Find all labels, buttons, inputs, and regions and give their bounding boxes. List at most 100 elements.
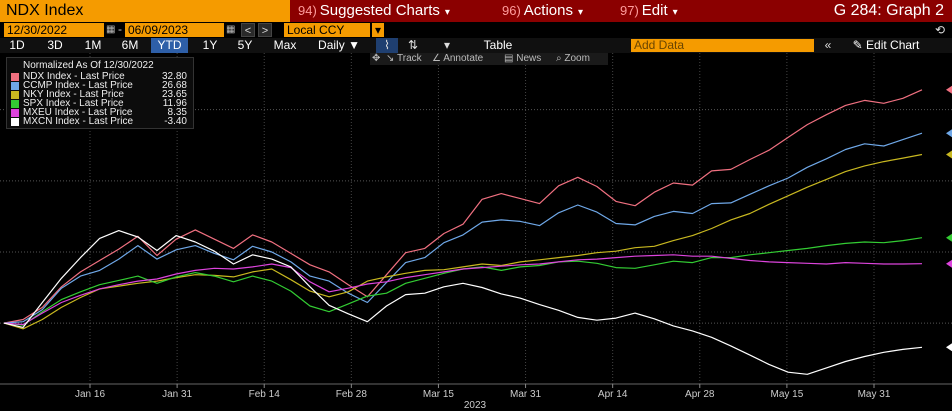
refresh-icon[interactable]: ⟲ bbox=[934, 23, 946, 37]
range-toolbar: 1D 3D 1M 6M YTD 1Y 5Y Max Daily ▼ ⌇ ⇅ ▾ … bbox=[0, 24, 952, 53]
legend-label: MXEU Index - Last Price bbox=[23, 107, 133, 118]
actions-menu[interactable]: 96) Actions ▾ bbox=[502, 0, 583, 22]
previous-button[interactable]: < bbox=[241, 23, 255, 37]
currency-select[interactable]: Local CCY bbox=[284, 23, 370, 37]
frequency-select[interactable]: Daily ▼ bbox=[310, 38, 368, 53]
legend-label: NDX Index - Last Price bbox=[23, 71, 125, 82]
zoom-icon: ⌕ bbox=[556, 53, 562, 64]
series-line-nky bbox=[3, 153, 923, 330]
menu-number: 97) bbox=[620, 3, 639, 18]
legend-value: 23.65 bbox=[161, 89, 187, 100]
range-3d-button[interactable]: 3D bbox=[47, 38, 63, 52]
title-bar: NDX Index 94) Suggested Charts ▾ 96) Action… bbox=[0, 0, 952, 22]
calendar-icon[interactable]: ▦ bbox=[226, 24, 236, 35]
x-tick-label: Jan 16 bbox=[75, 389, 105, 400]
x-tick-label: Jan 31 bbox=[162, 389, 192, 400]
news-tool[interactable]: ▤ News bbox=[504, 53, 541, 65]
range-5y-button[interactable]: 5Y bbox=[237, 38, 253, 52]
date-range-row: 12/30/2022 ▦ - 06/09/2023 ▦ < > Local CC… bbox=[0, 22, 952, 38]
range-ytd-button[interactable]: YTD bbox=[151, 38, 188, 53]
legend-swatch bbox=[11, 91, 19, 99]
legend-item-ndx[interactable]: NDX Index - Last Price 32.80 bbox=[11, 71, 191, 82]
series-line-mxeu bbox=[3, 254, 923, 326]
range-max-button[interactable]: Max bbox=[273, 38, 297, 52]
bar-style-icon[interactable]: ⇅ bbox=[407, 38, 419, 52]
track-label: Track bbox=[397, 53, 422, 64]
line-chart-icon[interactable]: ⌇ bbox=[376, 38, 398, 53]
series-line-ccmp bbox=[3, 132, 923, 324]
series-line-spx bbox=[3, 237, 923, 326]
legend-item-spx[interactable]: SPX Index - Last Price 11.96 bbox=[11, 98, 191, 109]
range-1y-button[interactable]: 1Y bbox=[202, 38, 218, 52]
series-line-mxcn bbox=[3, 230, 923, 375]
series-end-marker-mxcn bbox=[946, 343, 952, 352]
currency-dropdown-icon[interactable]: ▾ bbox=[372, 23, 384, 37]
track-tool[interactable]: ↘ Track bbox=[386, 53, 422, 65]
x-tick-label: Mar 31 bbox=[510, 389, 542, 400]
table-button[interactable]: Table bbox=[483, 38, 513, 52]
date-separator: - bbox=[118, 22, 122, 36]
annotate-label: Annotate bbox=[443, 53, 484, 64]
series-end-marker-mxeu bbox=[946, 259, 952, 268]
x-tick-label: May 15 bbox=[770, 389, 803, 400]
legend-item-ccmp[interactable]: CCMP Index - Last Price 26.68 bbox=[11, 80, 191, 91]
chart-legend: Normalized As Of 12/30/2022 NDX Index - … bbox=[6, 57, 194, 129]
dropdown-caret-icon: ▾ bbox=[444, 7, 450, 18]
dropdown-caret-icon: ▼ bbox=[348, 38, 360, 52]
chart-style-dropdown-icon[interactable]: ▾ bbox=[443, 38, 451, 52]
dropdown-caret-icon: ▾ bbox=[578, 7, 584, 18]
collapse-icon[interactable]: « bbox=[824, 38, 832, 52]
range-1d-button[interactable]: 1D bbox=[9, 38, 25, 52]
x-tick-label: Mar 15 bbox=[423, 389, 455, 400]
legend-value: 32.80 bbox=[161, 71, 187, 82]
annotate-tool[interactable]: ∠ Annotate bbox=[432, 53, 483, 65]
x-tick-label: Feb 14 bbox=[249, 389, 281, 400]
legend-item-mxcn[interactable]: MXCN Index - Last Price -3.40 bbox=[11, 116, 191, 127]
series-end-marker-ndx bbox=[946, 85, 952, 94]
start-date-input[interactable]: 12/30/2022 bbox=[4, 23, 104, 37]
performance-chart[interactable]: Jan 16 Jan 31 Feb 14 Feb 28 Mar 15 Mar 31 Apr … bbox=[0, 53, 952, 411]
security-ticker-field[interactable]: NDX Index bbox=[0, 0, 290, 22]
menu-label: Actions bbox=[523, 2, 573, 19]
end-date-input[interactable]: 06/09/2023 bbox=[125, 23, 224, 37]
legend-value: -3.40 bbox=[164, 116, 187, 127]
add-data-input[interactable]: Add Data bbox=[631, 39, 814, 52]
news-label: News bbox=[516, 53, 542, 64]
legend-value: 11.96 bbox=[162, 98, 187, 109]
legend-swatch bbox=[11, 82, 19, 90]
legend-swatch bbox=[11, 73, 19, 81]
track-icon: ↘ bbox=[386, 53, 395, 64]
next-button[interactable]: > bbox=[258, 23, 272, 37]
legend-header: Normalized As Of 12/30/2022 bbox=[23, 60, 154, 71]
frequency-label: Daily bbox=[318, 38, 345, 52]
menu-number: 94) bbox=[298, 3, 317, 18]
x-axis: Jan 16 Jan 31 Feb 14 Feb 28 Mar 15 Mar 31 Apr … bbox=[75, 384, 891, 411]
legend-item-nky[interactable]: NKY Index - Last Price 23.65 bbox=[11, 89, 191, 100]
legend-item-mxeu[interactable]: MXEU Index - Last Price 8.35 bbox=[11, 107, 191, 118]
move-icon[interactable]: ✥ bbox=[372, 53, 381, 64]
menu-label: Edit bbox=[641, 2, 668, 19]
series-end-marker-ccmp bbox=[946, 129, 952, 138]
pencil-icon: ✎ bbox=[852, 38, 863, 52]
dropdown-caret-icon: ▾ bbox=[672, 7, 678, 18]
x-tick-label: Feb 28 bbox=[336, 389, 368, 400]
legend-swatch bbox=[11, 109, 19, 117]
series-end-markers bbox=[946, 85, 952, 352]
menu-number: 96) bbox=[502, 3, 521, 18]
series-end-marker-spx bbox=[946, 233, 952, 242]
legend-value: 26.68 bbox=[161, 80, 187, 91]
range-6m-button[interactable]: 6M bbox=[121, 38, 139, 52]
legend-label: MXCN Index - Last Price bbox=[23, 116, 134, 127]
range-1m-button[interactable]: 1M bbox=[84, 38, 102, 52]
news-icon: ▤ bbox=[504, 53, 514, 64]
edit-menu[interactable]: 97) Edit ▾ bbox=[620, 0, 678, 22]
zoom-tool[interactable]: ⌕ Zoom bbox=[556, 53, 590, 65]
suggested-charts-menu[interactable]: 94) Suggested Charts ▾ bbox=[298, 0, 450, 22]
series-lines bbox=[3, 89, 923, 375]
x-tick-label: Apr 28 bbox=[685, 389, 715, 400]
calendar-icon[interactable]: ▦ bbox=[106, 24, 116, 35]
edit-chart-button[interactable]: ✎ Edit Chart bbox=[840, 38, 932, 53]
legend-label: NKY Index - Last Price bbox=[23, 89, 124, 100]
x-tick-label: Apr 14 bbox=[598, 389, 628, 400]
series-line-ndx bbox=[3, 89, 923, 324]
